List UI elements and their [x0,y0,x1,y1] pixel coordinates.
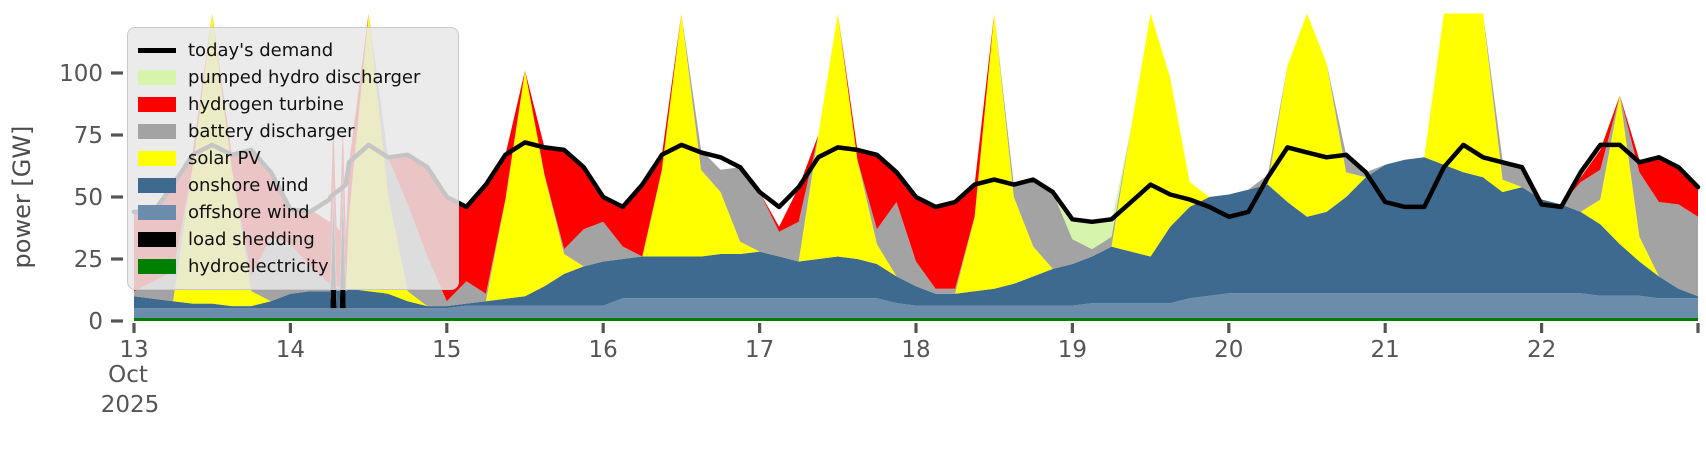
x-tick-label: 17 [745,337,774,363]
legend-item-hydrogen-turbine: hydrogen turbine [138,91,446,118]
area-hydroelectricity [134,318,1698,321]
legend-line-sample [138,48,176,53]
legend-label: solar PV [188,147,261,169]
x-tick-label: 19 [1058,337,1087,363]
legend-label: hydrogen turbine [188,93,344,115]
legend-label: pumped hydro discharger [188,66,421,88]
legend-label: today's demand [188,39,334,61]
legend-color-swatch [138,259,176,274]
y-tick-label: 100 [59,61,103,87]
legend-color-swatch [138,232,176,247]
area-hydrogen-turbine [134,13,1698,302]
legend-label: hydroelectricity [188,255,329,277]
legend-label: load shedding [188,228,315,250]
y-tick-label: 75 [74,123,103,149]
x-tick-label: 20 [1214,337,1243,363]
y-tick-label: 0 [88,309,103,335]
y-tick-label: 25 [74,247,103,273]
area-solar-pv [134,13,1698,307]
legend-label: battery discharger [188,120,355,142]
legend-item-pumped-hydro-discharger: pumped hydro discharger [138,64,446,91]
legend-label: offshore wind [188,201,310,223]
legend-color-swatch [138,97,176,112]
legend-item-offshore-wind: offshore wind [138,199,446,226]
legend-item-battery-discharger: battery discharger [138,118,446,145]
legend: today's demand pumped hydro discharger hyd… [127,27,459,290]
y-axis-ticks: 0 25 50 75 100 [59,61,123,335]
x-tick-label: 13 [119,337,148,363]
legend-item-today-s-demand: today's demand [138,37,446,64]
x-tick-label: 14 [276,337,305,363]
x-axis-year-label: 2025 [101,392,160,418]
y-axis-label: power [GW] [8,126,36,269]
legend-item-solar-pv: solar PV [138,145,446,172]
y-tick-label: 50 [74,185,103,211]
legend-color-swatch [138,124,176,139]
legend-item-load-shedding: load shedding [138,226,446,253]
legend-color-swatch [138,178,176,193]
legend-color-swatch [138,205,176,220]
x-tick-label: 22 [1527,337,1556,363]
legend-label: onshore wind [188,174,309,196]
x-tick-label: 16 [589,337,618,363]
legend-item-onshore-wind: onshore wind [138,172,446,199]
x-axis-month-label: Oct [108,362,148,388]
legend-color-swatch [138,151,176,166]
area-onshore-wind [134,157,1698,309]
legend-color-swatch [138,70,176,85]
x-tick-label: 18 [901,337,930,363]
x-tick-label: 15 [432,337,461,363]
x-axis-ticks: 13 14 15 16 17 18 19 20 21 22 [119,323,1700,363]
legend-item-hydroelectricity: hydroelectricity [138,253,446,280]
x-tick-label: 21 [1371,337,1400,363]
